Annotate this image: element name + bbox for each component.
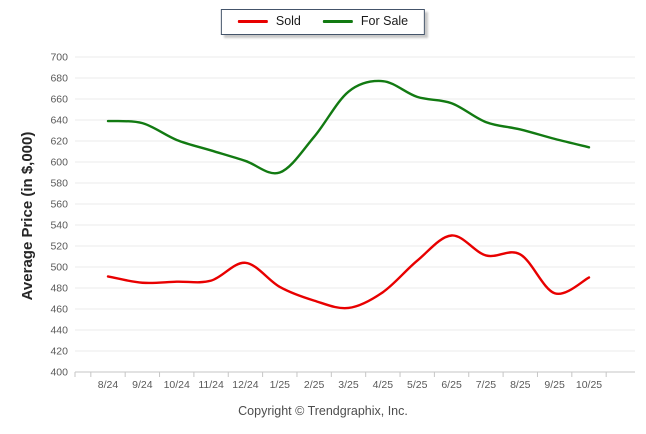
svg-text:6/25: 6/25 bbox=[441, 379, 462, 391]
legend-label-sold: Sold bbox=[275, 14, 301, 28]
svg-text:460: 460 bbox=[50, 304, 68, 316]
gridlines bbox=[75, 56, 635, 373]
svg-text:10/25: 10/25 bbox=[576, 379, 602, 391]
sold-series-line bbox=[106, 234, 591, 310]
svg-text:420: 420 bbox=[50, 346, 68, 358]
svg-text:580: 580 bbox=[50, 178, 68, 190]
y-axis-tick-labels: 400 420 440 460 480 500 520 540 560 580 600 620 640 6… bbox=[50, 52, 68, 379]
svg-text:500: 500 bbox=[50, 262, 68, 274]
svg-text:600: 600 bbox=[50, 157, 68, 169]
svg-text:700: 700 bbox=[50, 52, 68, 64]
svg-text:3/25: 3/25 bbox=[338, 379, 359, 391]
svg-text:9/24: 9/24 bbox=[132, 379, 153, 391]
svg-text:480: 480 bbox=[50, 283, 68, 295]
y-axis-title: Average Price (in $,000) bbox=[19, 132, 36, 301]
legend-item-for-sale: For Sale bbox=[322, 14, 409, 29]
legend: Sold For Sale bbox=[220, 9, 426, 35]
svg-text:660: 660 bbox=[50, 94, 68, 106]
svg-text:11/24: 11/24 bbox=[198, 379, 224, 391]
sold-line-swatch bbox=[237, 20, 268, 24]
svg-text:640: 640 bbox=[50, 115, 68, 127]
svg-text:560: 560 bbox=[50, 199, 68, 211]
svg-text:7/25: 7/25 bbox=[476, 379, 497, 391]
svg-text:1/25: 1/25 bbox=[270, 379, 291, 391]
copyright-text: Copyright © Trendgraphix, Inc. bbox=[238, 404, 408, 418]
svg-text:4/25: 4/25 bbox=[373, 379, 394, 391]
svg-text:680: 680 bbox=[50, 73, 68, 85]
svg-text:620: 620 bbox=[50, 136, 68, 148]
x-axis-ticks bbox=[74, 372, 607, 377]
for-sale-line-swatch bbox=[322, 20, 353, 24]
svg-text:8/24: 8/24 bbox=[98, 379, 119, 391]
for-sale-series-line bbox=[106, 79, 591, 175]
legend-label-for-sale: For Sale bbox=[360, 14, 409, 28]
svg-text:540: 540 bbox=[50, 220, 68, 232]
svg-text:5/25: 5/25 bbox=[407, 379, 428, 391]
svg-text:400: 400 bbox=[50, 367, 68, 379]
legend-item-sold: Sold bbox=[237, 14, 301, 29]
svg-text:12/24: 12/24 bbox=[232, 379, 258, 391]
svg-text:440: 440 bbox=[50, 325, 68, 337]
svg-text:520: 520 bbox=[50, 241, 68, 253]
svg-text:9/25: 9/25 bbox=[544, 379, 565, 391]
svg-text:8/25: 8/25 bbox=[510, 379, 531, 391]
x-axis-tick-labels: 8/24 9/24 10/24 11/24 12/24 1/25 2/25 3/25 4/25 5… bbox=[98, 379, 603, 391]
svg-text:10/24: 10/24 bbox=[164, 379, 190, 391]
svg-text:2/25: 2/25 bbox=[304, 379, 325, 391]
